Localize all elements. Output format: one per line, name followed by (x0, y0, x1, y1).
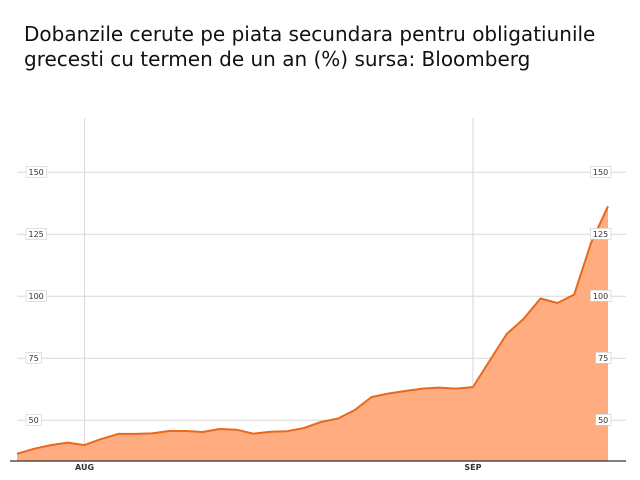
x-tick-label: SEP (464, 463, 481, 472)
y-tick-label-box-left (25, 413, 42, 426)
y-tick-label-box-right (590, 289, 612, 302)
y-tick-label-box-left (25, 228, 47, 240)
y-tick-label-box-right (590, 228, 612, 240)
chart-title-line1: Dobanzile cerute pe piata secundara pent… (24, 22, 596, 46)
y-tick-label-left: 75 (29, 354, 39, 363)
series-area (17, 206, 608, 461)
series-line (16, 205, 609, 455)
y-tick-label-right: 75 (598, 354, 608, 363)
y-tick-label-box-right (590, 166, 612, 178)
y-tick-label-right: 50 (598, 416, 608, 425)
y-tick-label-left: 125 (29, 230, 44, 239)
y-tick-label-right: 125 (593, 230, 608, 239)
tick-labels: 50 50 75 75 100 100 125 125 150 150 AUG SEP (25, 166, 612, 472)
y-tick-label-right: 150 (593, 168, 608, 177)
y-tick-label-box-left (25, 351, 42, 364)
x-tick-label: AUG (75, 463, 94, 472)
chart-title: Dobanzile cerute pe piata secundara pent… (24, 22, 624, 72)
y-tick-label-right: 100 (593, 292, 608, 301)
y-tick-label-left: 100 (29, 292, 44, 301)
y-tick-label-box-left (25, 166, 47, 178)
y-tick-label-left: 150 (29, 168, 44, 177)
y-tick-label-left: 50 (29, 416, 39, 425)
y-tick-label-box-right (595, 351, 612, 364)
y-tick-label-box-right (595, 413, 612, 426)
y-tick-label-box-left (25, 289, 47, 302)
chart-title-line2: grecesti cu termen de un an (%) sursa: B… (24, 47, 531, 71)
